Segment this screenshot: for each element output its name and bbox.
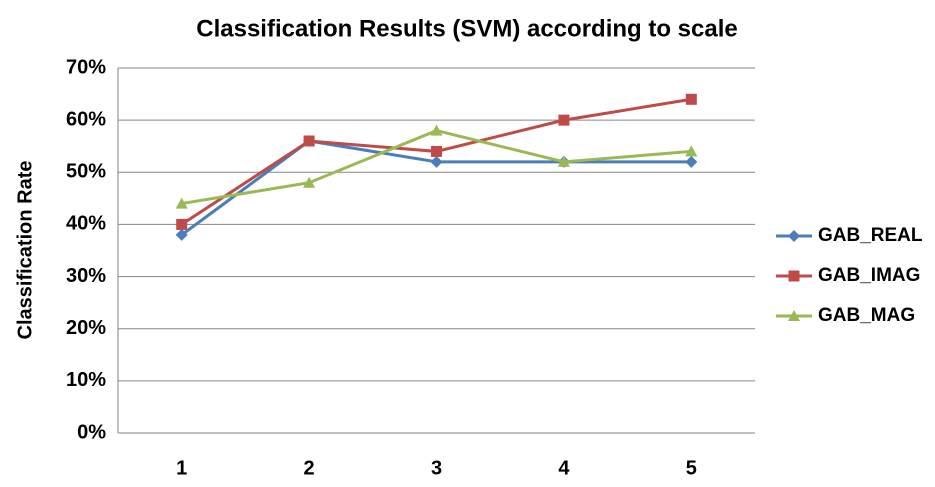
x-tick-label: 4 xyxy=(558,457,570,479)
data-point xyxy=(685,93,697,105)
y-tick-label: 20% xyxy=(66,317,106,339)
chart-title: Classification Results (SVM) according t… xyxy=(196,15,737,42)
data-point xyxy=(430,124,443,136)
data-point xyxy=(558,114,570,126)
data-point xyxy=(557,155,570,167)
data-point xyxy=(176,218,188,230)
y-tick-label: 60% xyxy=(66,108,106,130)
legend-marker xyxy=(788,230,800,242)
x-tick-label: 2 xyxy=(304,457,315,479)
data-point xyxy=(430,155,443,168)
data-point xyxy=(685,145,698,157)
legend-marker xyxy=(788,270,800,282)
data-point xyxy=(431,145,442,157)
y-tick-label: 40% xyxy=(66,213,106,235)
data-point xyxy=(175,228,188,241)
legend-label: GAB_REAL xyxy=(818,225,923,246)
data-point xyxy=(303,176,316,188)
y-tick-label: 0% xyxy=(77,421,106,443)
y-axis-label: Classification Rate xyxy=(14,161,36,340)
x-tick-label: 3 xyxy=(431,457,442,479)
legend-label: GAB_IMAG xyxy=(818,265,920,286)
y-tick-label: 50% xyxy=(66,161,106,183)
y-tick-label: 30% xyxy=(66,265,106,287)
x-tick-label: 5 xyxy=(686,457,697,479)
legend-label: GAB_MAG xyxy=(818,305,915,326)
data-point xyxy=(303,135,315,147)
y-tick-label: 10% xyxy=(66,369,106,391)
data-point xyxy=(175,197,188,209)
legend-marker xyxy=(788,310,800,321)
data-point xyxy=(685,155,698,168)
y-tick-label: 70% xyxy=(66,56,106,78)
x-tick-label: 1 xyxy=(176,457,187,479)
